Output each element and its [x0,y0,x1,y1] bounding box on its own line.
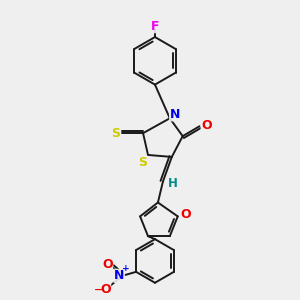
Text: +: + [122,264,130,273]
Text: H: H [168,177,178,190]
Text: O: O [201,119,212,132]
Text: N: N [114,269,124,282]
Text: N: N [169,108,180,121]
Text: −: − [94,285,103,295]
Text: O: O [102,258,113,272]
Text: S: S [139,156,148,170]
Text: F: F [151,20,159,33]
Text: S: S [111,127,120,140]
Text: O: O [100,283,111,296]
Text: O: O [180,208,191,221]
